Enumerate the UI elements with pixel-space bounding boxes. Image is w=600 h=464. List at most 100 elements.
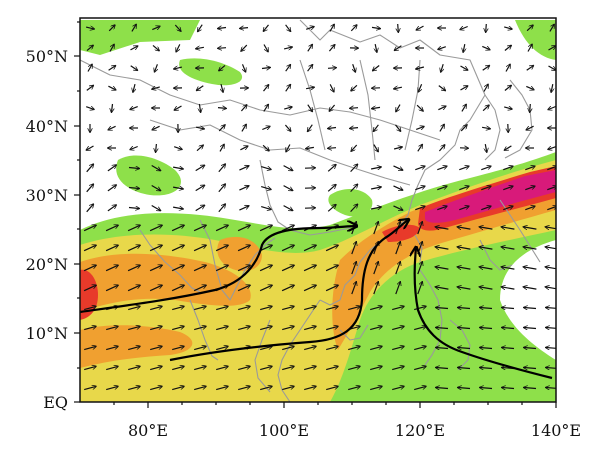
wind-vector bbox=[172, 207, 183, 209]
wind-vector bbox=[524, 388, 537, 389]
wind-vector bbox=[193, 265, 206, 272]
wind-vector bbox=[152, 87, 160, 89]
wind-vector bbox=[395, 242, 400, 255]
wind-vector bbox=[463, 43, 465, 52]
wind-vector bbox=[436, 287, 449, 289]
wind-vector bbox=[438, 85, 445, 91]
wind-vector bbox=[150, 326, 162, 331]
wind-vector bbox=[502, 388, 515, 389]
wind-vector bbox=[215, 265, 228, 272]
wind-vector bbox=[329, 104, 336, 111]
wind-vector bbox=[215, 245, 228, 252]
wind-vector bbox=[128, 188, 139, 189]
wind-vector bbox=[238, 326, 250, 331]
wind-vector bbox=[193, 285, 206, 292]
wind-vector bbox=[325, 285, 338, 292]
wind-vector bbox=[198, 24, 203, 32]
wind-vector bbox=[106, 366, 118, 371]
wind-vector bbox=[351, 84, 358, 90]
wind-vector bbox=[481, 186, 490, 191]
wind-vector bbox=[459, 166, 468, 171]
wind-vector bbox=[263, 85, 269, 92]
wind-vector bbox=[130, 147, 138, 150]
wind-vector bbox=[130, 46, 138, 51]
wind-vector bbox=[458, 247, 471, 249]
wind-vector bbox=[480, 368, 493, 369]
wind-vector bbox=[261, 207, 271, 210]
wind-vector bbox=[240, 105, 246, 112]
wind-vector bbox=[282, 306, 294, 311]
wind-vector bbox=[86, 184, 94, 193]
wind-vector bbox=[437, 186, 446, 191]
wind-vector bbox=[548, 107, 556, 110]
wind-vector bbox=[460, 125, 467, 132]
wind-vector bbox=[172, 167, 183, 169]
wind-vector bbox=[155, 64, 158, 71]
wind-vector bbox=[133, 83, 135, 92]
wind-vector bbox=[243, 64, 246, 71]
wind-vector bbox=[327, 165, 336, 172]
wind-vector bbox=[105, 265, 118, 272]
wind-vector bbox=[547, 206, 556, 211]
wind-vector bbox=[502, 267, 515, 269]
wind-vector bbox=[458, 308, 471, 309]
wind-vector bbox=[461, 105, 466, 112]
wind-vector bbox=[395, 262, 400, 275]
lat-label-eq: EQ bbox=[43, 393, 68, 412]
wind-vector bbox=[530, 103, 531, 112]
wind-vector bbox=[284, 124, 290, 131]
wind-vector bbox=[415, 166, 424, 171]
moisture-transport-streamlines bbox=[80, 220, 553, 380]
wind-vector bbox=[215, 225, 228, 232]
wind-vector bbox=[238, 306, 250, 311]
wind-vector bbox=[371, 27, 380, 28]
wind-vector bbox=[458, 388, 471, 389]
wind-vector bbox=[486, 23, 487, 32]
wind-vector bbox=[373, 282, 378, 295]
wind-vector bbox=[128, 386, 140, 391]
wind-vector bbox=[283, 47, 292, 49]
wind-vector bbox=[436, 308, 449, 309]
wind-vector bbox=[393, 185, 403, 190]
wind-vector bbox=[370, 386, 382, 391]
wind-vector bbox=[127, 225, 140, 232]
wind-vector bbox=[373, 262, 378, 275]
wind-vector bbox=[458, 368, 471, 369]
wind-vector bbox=[218, 184, 225, 193]
wind-vector bbox=[128, 346, 140, 351]
wind-vector bbox=[260, 306, 272, 311]
wind-vector bbox=[395, 124, 401, 131]
wind-vector bbox=[327, 185, 336, 192]
wind-vector bbox=[107, 185, 116, 192]
wind-vector bbox=[393, 205, 403, 210]
wind-vector bbox=[372, 107, 381, 108]
wind-vector bbox=[196, 145, 203, 152]
wind-vector bbox=[350, 128, 359, 129]
wind-vector bbox=[505, 145, 512, 150]
wind-vector bbox=[502, 328, 515, 329]
wind-vector bbox=[548, 147, 556, 150]
wind-vector bbox=[351, 262, 356, 275]
wind-vector bbox=[416, 104, 423, 111]
wind-vector bbox=[503, 166, 512, 171]
wind-vector bbox=[480, 267, 493, 269]
wind-vector bbox=[127, 285, 140, 292]
wind-vector bbox=[414, 326, 426, 331]
wind-vector bbox=[393, 147, 402, 149]
wind-vector bbox=[392, 366, 404, 371]
wind-vector bbox=[216, 326, 228, 331]
wind-vector bbox=[547, 166, 556, 171]
wind-vector bbox=[127, 245, 140, 252]
wind-vector bbox=[527, 45, 532, 52]
wind-vector bbox=[238, 386, 250, 391]
wind-vector bbox=[370, 187, 381, 189]
wind-vector bbox=[218, 48, 227, 49]
wind-vector bbox=[370, 306, 382, 311]
wind-vector bbox=[174, 24, 180, 31]
wind-vector bbox=[216, 346, 228, 351]
wind-vector bbox=[480, 247, 493, 249]
wind-vector bbox=[282, 346, 294, 351]
wind-vector bbox=[370, 326, 382, 331]
wind-vector bbox=[415, 186, 424, 191]
wind-vector bbox=[307, 65, 313, 72]
